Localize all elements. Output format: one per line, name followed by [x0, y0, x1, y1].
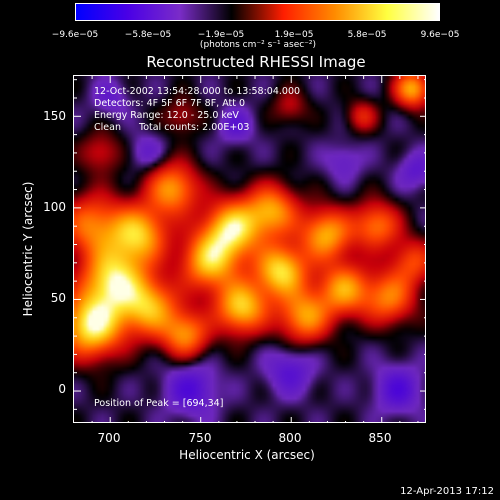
x-tick-label: 800 — [278, 431, 302, 445]
x-tick-label: 850 — [368, 431, 392, 445]
info-energy-range: Energy Range: 12.0 - 25.0 keV — [94, 110, 239, 121]
y-tick-label: 50 — [50, 291, 66, 305]
colorbar-tick: 5.8e−05 — [347, 30, 387, 40]
colorbar-tick: 9.6e−05 — [420, 30, 460, 40]
colorbar-tick: −5.8e−05 — [124, 30, 172, 40]
info-time-range: 12-Oct-2002 13:54:28.000 to 13:58:04.000 — [94, 86, 301, 97]
colorbar-tick: 1.9e−05 — [274, 30, 314, 40]
colorbar-tick: −1.9e−05 — [197, 30, 245, 40]
axis-ticks — [74, 76, 425, 422]
colorbar — [75, 3, 440, 21]
peak-position: Position of Peak = [694,34] — [94, 398, 224, 409]
image-title: Reconstructed RHESSI Image — [146, 53, 366, 71]
y-tick-label: 150 — [43, 109, 66, 123]
x-axis-label: Heliocentric X (arcsec) — [179, 448, 315, 462]
heatmap-image — [74, 76, 425, 422]
y-tick-label: 100 — [43, 200, 66, 214]
footer-timestamp: 12-Apr-2013 17:12 — [400, 486, 494, 497]
y-tick-label: 0 — [58, 382, 66, 396]
colorbar-tick: −9.6e−05 — [51, 30, 99, 40]
info-total-counts: Total counts: 2.00E+03 — [139, 122, 250, 133]
x-tick-label: 750 — [188, 431, 212, 445]
image-plot: 12-Oct-2002 13:54:28.000 to 13:58:04.000… — [73, 75, 426, 423]
x-tick-label: 700 — [97, 431, 121, 445]
colorbar-unit-label: (photons cm⁻² s⁻¹ asec⁻²) — [199, 40, 317, 50]
info-clean: Clean — [94, 122, 121, 133]
y-axis-label: Heliocentric Y (arcsec) — [21, 181, 35, 317]
info-detectors: Detectors: 4F 5F 6F 7F 8F, Att 0 — [94, 98, 246, 109]
